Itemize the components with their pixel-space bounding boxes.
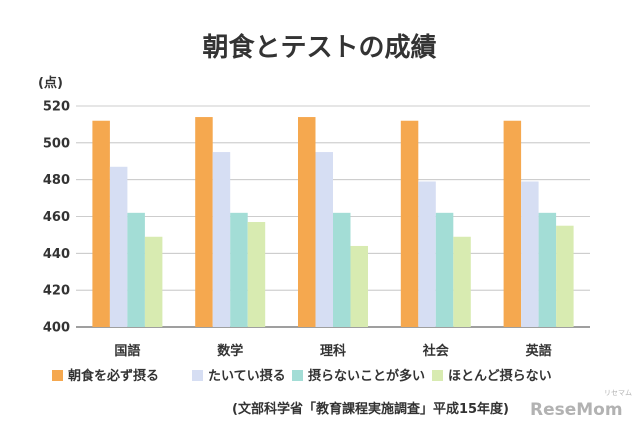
legend-label: ほとんど摂らない — [448, 368, 552, 384]
bar-4-2 — [538, 212, 557, 327]
y-tick-label: 460 — [43, 210, 70, 225]
bar-2-3 — [350, 245, 368, 327]
bar-3-1 — [418, 181, 436, 327]
bar-1-0 — [195, 117, 213, 327]
bar-3-3 — [453, 236, 471, 327]
x-category-label: 理科 — [320, 343, 346, 359]
bar-2-1 — [315, 152, 333, 327]
x-category-label: 数学 — [217, 343, 243, 359]
y-axis: 400 420 440 460 480 500 520 — [43, 100, 70, 336]
legend-label: たいてい摂る — [208, 368, 286, 384]
bar-1-3 — [247, 222, 266, 327]
chart-title: 朝食とテストの成績 — [202, 32, 436, 63]
source-note: (文部科学省「教育課程実施調査」平成15年度) — [232, 401, 509, 417]
legend-swatch — [192, 370, 203, 381]
bar-0-0 — [92, 120, 110, 327]
bar-4-1 — [521, 181, 539, 327]
bar-0-2 — [127, 212, 145, 327]
legend-label: 朝食を必ず摂る — [68, 368, 159, 384]
legend-swatch — [432, 370, 443, 381]
y-axis-unit-label: (点) — [38, 75, 63, 91]
bar-4-3 — [556, 225, 574, 327]
y-tick-label: 520 — [43, 100, 70, 115]
bar-1-1 — [212, 152, 231, 327]
bar-0-1 — [109, 166, 128, 327]
watermark-small: リセマム — [604, 389, 632, 397]
y-tick-label: 420 — [43, 284, 70, 299]
bar-2-2 — [333, 212, 351, 327]
legend-label: 摂らないことが多い — [308, 368, 425, 384]
y-tick-label: 400 — [43, 321, 70, 336]
x-category-label: 国語 — [114, 343, 140, 359]
legend: 朝食を必ず摂る たいてい摂る 摂らないことが多い ほとんど摂らない — [52, 368, 552, 384]
y-tick-label: 480 — [43, 173, 70, 188]
x-axis: 国語 数学 理科 社会 英語 — [114, 343, 551, 359]
bar-1-2 — [230, 212, 248, 327]
y-tick-label: 440 — [43, 247, 70, 262]
legend-swatch — [292, 370, 303, 381]
bar-3-0 — [400, 120, 419, 327]
x-category-label: 英語 — [525, 343, 552, 359]
x-category-label: 社会 — [422, 343, 450, 359]
bar-2-0 — [298, 117, 316, 327]
legend-swatch — [52, 370, 63, 381]
watermark: ReseMom — [530, 400, 623, 420]
bars — [92, 117, 574, 327]
bar-3-2 — [435, 212, 454, 327]
bar-4-0 — [503, 120, 522, 327]
bar-0-3 — [144, 236, 163, 327]
y-tick-label: 500 — [43, 136, 70, 151]
